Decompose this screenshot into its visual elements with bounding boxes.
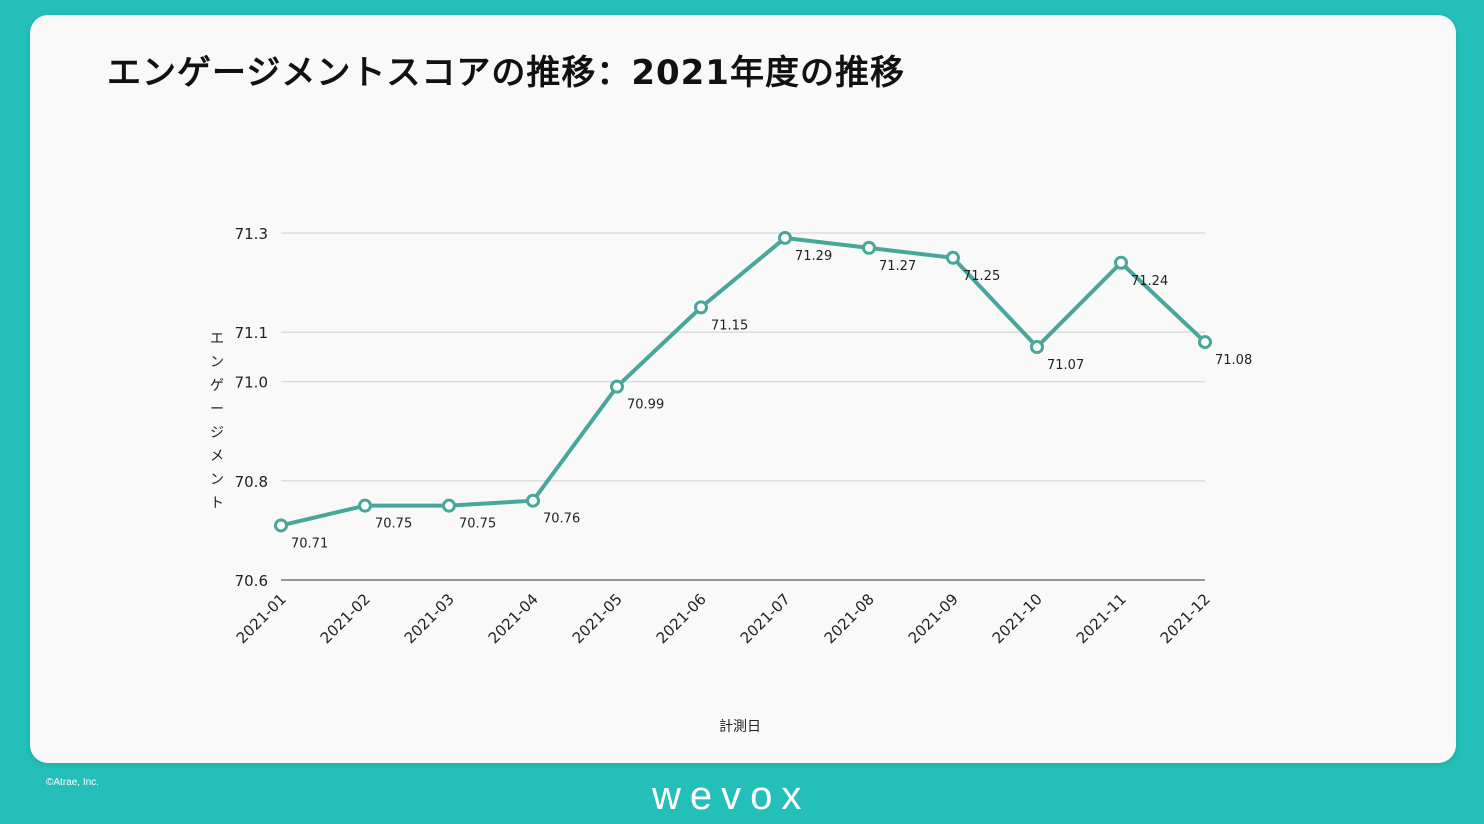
data-labels: 70.71 70.75 70.75 70.76 70.99 71.15 71.29 71.27…	[291, 249, 1252, 552]
chart-card: エンゲージメントスコアの推移：2021年度の推移	[30, 15, 1456, 763]
x-tick-label: 2021-02	[317, 590, 374, 647]
data-label: 71.27	[879, 259, 916, 274]
x-tick-label: 2021-03	[401, 590, 458, 647]
data-label: 71.08	[1215, 353, 1252, 368]
data-point	[610, 379, 624, 394]
data-point	[358, 498, 372, 513]
data-label: 71.29	[795, 249, 832, 264]
data-label: 70.99	[627, 398, 664, 413]
data-point	[862, 240, 876, 255]
x-tick-label: 2021-11	[1073, 590, 1130, 647]
data-point	[946, 250, 960, 265]
y-axis-label-char: メ	[210, 449, 224, 465]
chart-title: エンゲージメントスコアの推移：2021年度の推移	[107, 53, 905, 93]
y-tick-label: 71.1	[235, 324, 268, 342]
y-tick-labels: 70.6 70.8 71.0 71.1 71.3	[235, 225, 268, 590]
y-axis-label: エンゲージメント	[210, 331, 224, 512]
data-label: 71.15	[711, 318, 748, 333]
y-tick-label: 70.6	[235, 572, 268, 590]
y-axis-label-char: ー	[210, 402, 224, 418]
wevox-logo: wevox	[652, 774, 811, 818]
data-point	[694, 300, 708, 315]
data-label: 70.75	[459, 517, 496, 532]
x-tick-label: 2021-08	[821, 590, 878, 647]
x-tick-label: 2021-07	[737, 590, 794, 647]
data-point	[526, 493, 540, 508]
x-tick-label: 2021-05	[569, 590, 626, 647]
data-label: 70.71	[291, 536, 328, 551]
data-point	[1198, 335, 1212, 350]
data-point	[1114, 255, 1128, 270]
y-tick-label: 71.0	[235, 374, 268, 392]
x-tick-label: 2021-01	[233, 590, 290, 647]
y-tick-label: 70.8	[235, 473, 268, 491]
y-axis-label-char: ジ	[210, 425, 224, 441]
data-label: 70.75	[375, 517, 412, 532]
data-point	[442, 498, 456, 513]
x-tick-label: 2021-04	[485, 590, 542, 647]
data-label: 71.24	[1131, 274, 1168, 289]
x-tick-label: 2021-10	[989, 590, 1046, 647]
y-axis-label-char: ン	[210, 472, 224, 488]
data-point	[1030, 340, 1044, 355]
grid-lines	[281, 232, 1205, 581]
x-tick-label: 2021-09	[905, 590, 962, 647]
y-axis-label-char: エ	[210, 331, 224, 347]
copyright-text: ©Atrae, Inc.	[46, 777, 99, 788]
x-tick-label: 2021-06	[653, 590, 710, 647]
x-tick-label: 2021-12	[1157, 590, 1214, 647]
x-tick-labels: 2021-01 2021-02 2021-03 2021-04 2021-05 2021-…	[233, 590, 1214, 647]
y-axis-label-char: ン	[210, 355, 224, 371]
data-point	[778, 230, 792, 245]
data-point	[274, 518, 288, 533]
y-tick-label: 71.3	[235, 225, 268, 243]
data-label: 71.25	[963, 269, 1000, 284]
series-line	[279, 235, 1207, 528]
data-points	[274, 230, 1212, 533]
data-label: 70.76	[543, 512, 580, 527]
data-label: 71.07	[1047, 358, 1084, 373]
y-axis-label-char: ゲ	[210, 378, 224, 394]
y-axis-label-char: ト	[210, 496, 224, 512]
x-axis-label: 計測日	[719, 719, 761, 735]
